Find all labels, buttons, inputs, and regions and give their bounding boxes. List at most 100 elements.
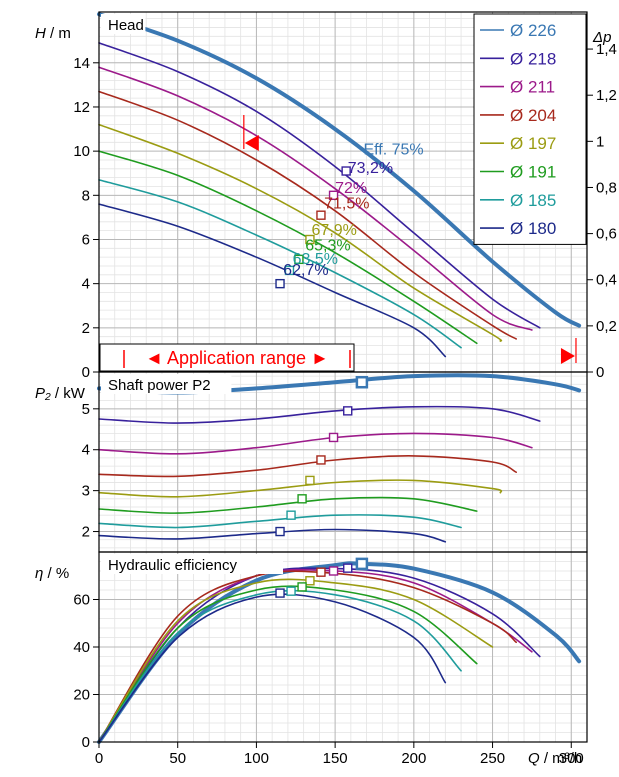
efficiency-label: 63,5%	[293, 251, 338, 268]
efficiency-series-191	[98, 585, 478, 743]
power-series-191	[98, 496, 478, 514]
range-start-arrow	[244, 135, 259, 151]
power-operating-point	[316, 455, 326, 465]
legend-entry: Ø 185	[510, 191, 556, 210]
frame-layer	[93, 11, 593, 748]
legend-entry: Ø 211	[510, 78, 555, 97]
efficiency-label: 73,2%	[348, 160, 393, 177]
power-ytick-label: 3	[82, 483, 90, 500]
efficiency-operating-point	[355, 557, 369, 571]
power-ytick-label: 5	[82, 401, 90, 418]
head-title-backdrop	[101, 14, 146, 34]
secondary-ytick-label: 0,6	[596, 226, 617, 243]
xtick-label: 200	[401, 750, 426, 767]
head-ytick-label: 4	[82, 276, 90, 293]
efficiency-ytick-label: 20	[73, 687, 90, 704]
application-range-label: ◄ Application range ►	[145, 348, 329, 368]
head-operating-point	[305, 234, 315, 245]
efficiency-grid	[98, 551, 588, 743]
head-ytick-label: 12	[73, 99, 90, 116]
efficiency-operating-point	[275, 588, 285, 598]
legend-entry: Ø 226	[510, 21, 556, 40]
text-layer: 0 2 4 6 8 10 12 14 0 0,2 0,4 0,6 0,8 1 1,2 1,4Δp Head H /…	[35, 13, 617, 767]
efficiency-label: 65,3%	[305, 238, 350, 255]
head-operating-point	[294, 254, 304, 265]
annotation-layer: Eff. 75% 73,2% 72%71,5% 67,9%65,3%63,5%62,7…	[99, 115, 577, 372]
legend-entry: Ø 197	[510, 134, 556, 153]
head-operating-point	[341, 166, 351, 176]
head-ytick-label: 14	[73, 55, 90, 72]
head-series-226	[97, 12, 582, 328]
legend-entry: Ø 191	[510, 163, 556, 182]
efficiency-operating-point	[343, 563, 353, 573]
power-grid	[98, 372, 588, 552]
xtick-label: 100	[244, 750, 269, 767]
head-operating-point	[284, 265, 295, 276]
power-operating-point	[305, 475, 315, 486]
efficiency-operating-point	[286, 586, 296, 596]
efficiency-label: 72%	[335, 180, 367, 197]
efficiency-operating-point	[305, 576, 315, 586]
efficiency-label: 67,9%	[312, 222, 357, 239]
legend-box	[473, 13, 587, 245]
power-operating-point	[343, 406, 353, 416]
head-operating-point	[316, 210, 326, 220]
xtick-label: 0	[95, 750, 103, 767]
efficiency-panel-title: Hydraulic efficiency	[108, 557, 237, 574]
power-panel-title: Shaft power P2	[108, 377, 211, 394]
power-operating-point	[355, 375, 369, 389]
power-operating-point	[328, 432, 339, 443]
secondary-ytick-label: 0,4	[596, 272, 617, 289]
markers-layer	[275, 166, 369, 598]
power-series-180	[98, 528, 447, 543]
power-operating-point	[286, 510, 296, 520]
efficiency-axis-title: η / %	[35, 565, 69, 582]
head-ytick-label: 10	[73, 143, 90, 160]
efficiency-label: Eff. 75%	[363, 141, 423, 158]
power-panel-frame	[98, 371, 588, 553]
head-series-197	[98, 123, 503, 342]
secondary-ytick-label: 1	[596, 133, 604, 150]
efficiency-operating-point	[316, 567, 326, 577]
xtick-label: 300	[559, 750, 584, 767]
power-series-197	[98, 479, 503, 498]
head-ytick-label: 6	[82, 231, 90, 248]
efficiency-operating-point	[328, 566, 339, 576]
xtick-label: 150	[323, 750, 348, 767]
power-series-218	[98, 405, 541, 424]
secondary-axis-title: Δp	[592, 29, 611, 46]
legend: Ø 226 Ø 218 Ø 211 Ø 204 Ø 197 Ø 191 Ø 185 Ø 180	[473, 13, 587, 245]
power-ytick-label: 2	[82, 524, 90, 541]
efficiency-series-197	[98, 578, 494, 743]
secondary-ytick-label: 0	[596, 364, 604, 381]
secondary-ytick-label: 0,8	[596, 179, 617, 196]
x-axis-title: Q / m³/h	[528, 750, 582, 767]
legend-entry: Ø 218	[510, 49, 556, 68]
power-ytick-label: 4	[82, 442, 90, 459]
secondary-ytick-label: 0,2	[596, 318, 617, 335]
efficiency-series-211	[98, 568, 533, 743]
secondary-ytick-label: 1,2	[596, 87, 617, 104]
secondary-ytick-label: 1,4	[596, 41, 617, 58]
head-ytick-label: 0	[82, 364, 90, 381]
xtick-label: 250	[480, 750, 505, 767]
power-series-185	[98, 514, 462, 529]
efficiency-label: 71,5%	[324, 196, 369, 213]
power-series-211	[98, 432, 533, 455]
legend-entry: Ø 204	[510, 106, 556, 125]
head-operating-point	[275, 278, 285, 289]
power-axis-title: P₂ / kW	[35, 385, 86, 402]
power-operating-point	[297, 494, 307, 504]
legend-entry: Ø 180	[510, 219, 556, 238]
head-ytick-label: 2	[82, 320, 90, 337]
efficiency-title-backdrop	[101, 554, 283, 574]
range-end-arrow	[560, 348, 575, 364]
xtick-label: 50	[169, 750, 186, 767]
efficiency-panel-frame	[98, 551, 588, 743]
power-title-backdrop	[101, 374, 232, 394]
efficiency-ytick-label: 40	[73, 639, 90, 656]
application-range-box	[99, 343, 355, 372]
efficiency-label: 62,7%	[283, 262, 328, 279]
